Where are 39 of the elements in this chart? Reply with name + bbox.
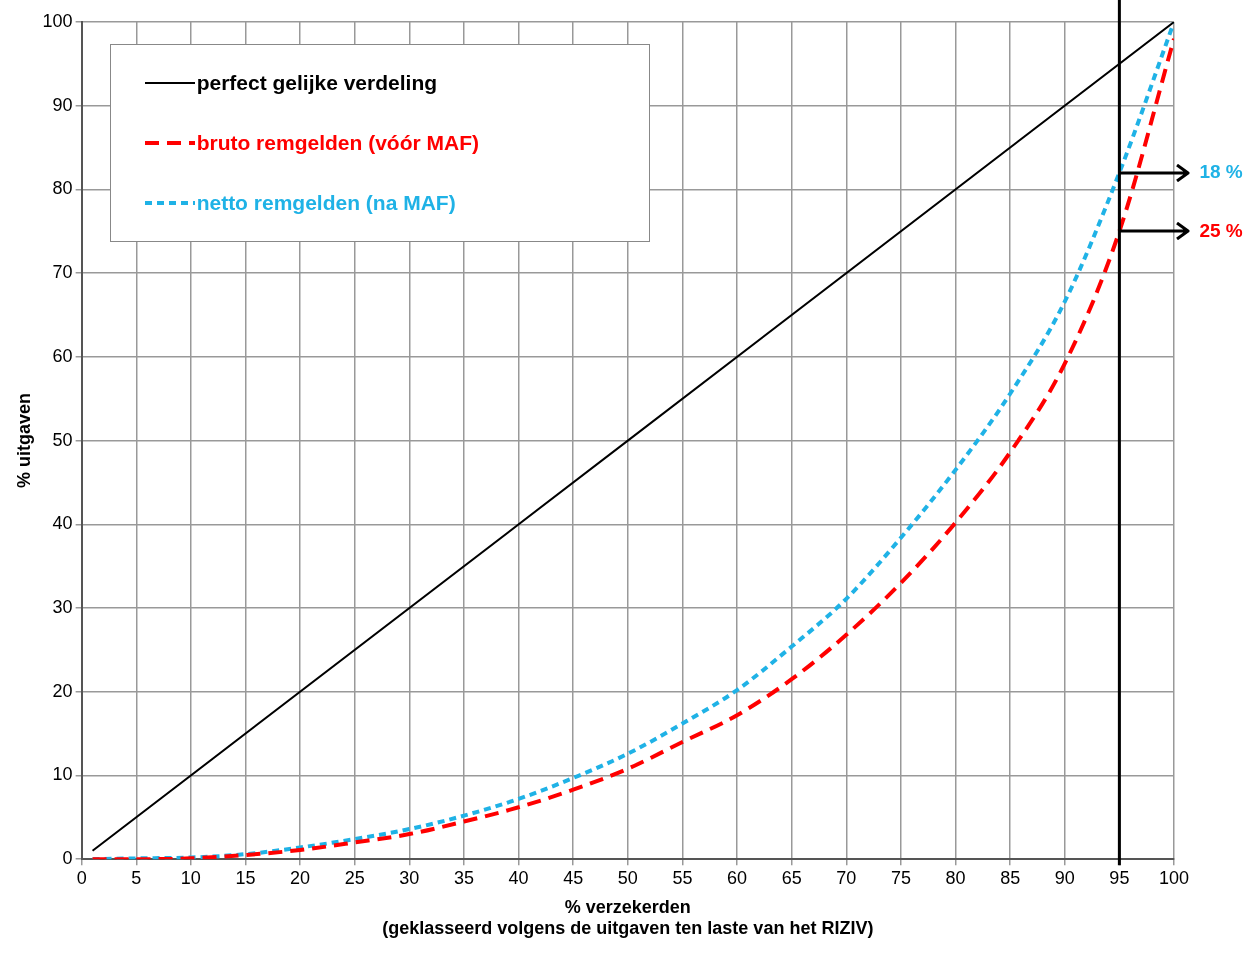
y-tick-label: 50 bbox=[52, 429, 73, 450]
x-tick-label: 50 bbox=[617, 867, 638, 888]
x-tick-label: 85 bbox=[1000, 867, 1021, 888]
text: 18 % bbox=[1199, 160, 1243, 182]
legend-label: bruto remgelden (vóór MAF) bbox=[196, 131, 479, 155]
x-tick-label: 60 bbox=[727, 867, 748, 888]
x-tick-label: 25 bbox=[344, 867, 365, 888]
x-tick-label: 30 bbox=[399, 867, 420, 888]
x-axis-title: % verzekerden (geklasseerd volgens de uitgaven ten laste van het RIZIV) bbox=[382, 896, 874, 939]
x-tick-label: 55 bbox=[672, 867, 693, 888]
x-tick-label: 95 bbox=[1109, 867, 1130, 888]
y-tick-label: 10 bbox=[52, 764, 73, 785]
y-tick-label: 80 bbox=[52, 178, 73, 199]
x-tick-label: 70 bbox=[836, 867, 857, 888]
y-tick-label: 40 bbox=[52, 513, 73, 534]
y-tick-label: 70 bbox=[52, 262, 73, 283]
y-tick-label: 90 bbox=[52, 94, 73, 115]
y-axis-title: % uitgaven bbox=[13, 393, 34, 489]
x-tick-label: 80 bbox=[945, 867, 966, 888]
x-tick-label: 45 bbox=[563, 867, 584, 888]
y-tick-label: 60 bbox=[52, 345, 73, 366]
x-tick-label: 0 bbox=[76, 867, 87, 888]
y-tick-label: 30 bbox=[52, 597, 73, 618]
x-tick-label: 10 bbox=[180, 867, 201, 888]
x-tick-label: 35 bbox=[453, 867, 474, 888]
x-tick-label: 100 bbox=[1158, 867, 1190, 888]
y-tick-label: 100 bbox=[42, 10, 73, 31]
legend-label: perfect gelijke verdeling bbox=[196, 71, 438, 95]
x-tick-label: 20 bbox=[290, 867, 311, 888]
y-tick-label: 20 bbox=[52, 680, 73, 701]
y-tick-label: 0 bbox=[62, 848, 73, 869]
x-tick-label: 40 bbox=[508, 867, 529, 888]
x-tick-label: 5 bbox=[131, 867, 142, 888]
x-tick-label: 90 bbox=[1054, 867, 1075, 888]
x-tick-label: 65 bbox=[781, 867, 802, 888]
text: 25 % bbox=[1199, 219, 1243, 241]
x-tick-label: 15 bbox=[235, 867, 256, 888]
x-tick-label: 75 bbox=[890, 867, 911, 888]
legend-label: netto remgelden (na MAF) bbox=[196, 191, 456, 215]
